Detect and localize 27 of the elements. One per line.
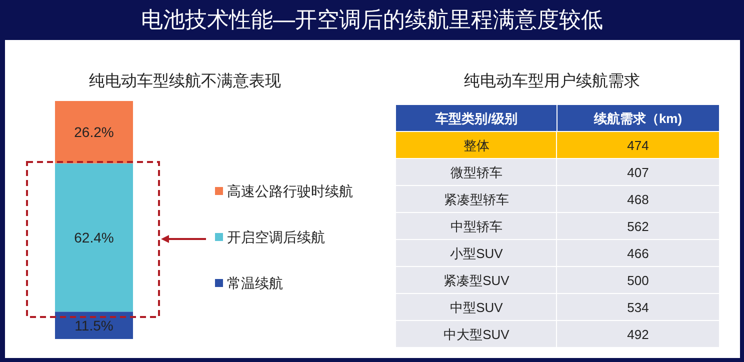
- category-label: 微型轿车: [450, 165, 502, 180]
- data-label: 26.2%: [74, 124, 114, 140]
- text: 纯电动车型用户续航需求: [464, 72, 640, 90]
- data-label: 534: [627, 300, 649, 315]
- data-label: 468: [627, 192, 649, 207]
- data-label: 562: [627, 219, 649, 234]
- data-label: 474: [627, 138, 649, 153]
- text: 续航需求（km): [592, 111, 682, 126]
- legend-label: 高速公路行驶时续航: [227, 183, 353, 199]
- category-label: 紧凑型SUV: [444, 273, 510, 288]
- category-label: 紧凑型轿车: [444, 192, 509, 207]
- legend-label: 开启空调后续航: [227, 229, 325, 245]
- data-label: 492: [627, 327, 649, 342]
- legend-label: 常温续航: [227, 275, 283, 291]
- text: 车型类别/级别: [434, 111, 518, 126]
- data-label: 11.5%: [74, 317, 114, 334]
- category-label: 中型轿车: [450, 219, 502, 234]
- data-label: 500: [627, 273, 649, 288]
- category-label: 中型SUV: [450, 300, 504, 315]
- data-label: 466: [627, 246, 649, 261]
- text: 纯电动车型续航不满意表现: [89, 72, 281, 90]
- category-label: 中大型SUV: [444, 327, 510, 342]
- category-label: 整体: [464, 138, 490, 153]
- data-label: 407: [627, 165, 649, 180]
- data-label: 62.4%: [74, 229, 114, 246]
- category-label: 小型SUV: [450, 246, 504, 261]
- text: 电池技术性能—开空调后的续航里程满意度较低: [141, 7, 603, 32]
